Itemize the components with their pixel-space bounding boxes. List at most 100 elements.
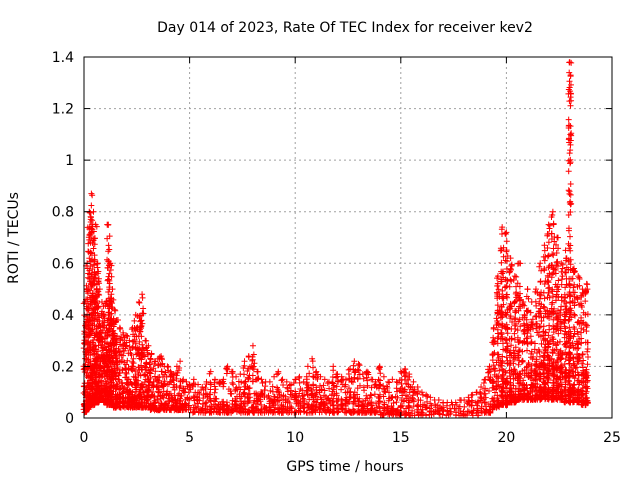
data-point — [521, 386, 528, 393]
data-point — [89, 239, 96, 246]
data-point — [146, 361, 153, 368]
data-point — [290, 379, 297, 386]
data-point — [511, 330, 518, 337]
data-point — [521, 330, 528, 337]
data-point — [95, 291, 102, 298]
data-point — [84, 369, 91, 376]
data-point — [194, 400, 201, 407]
data-point — [499, 224, 506, 231]
data-point — [104, 235, 111, 242]
data-point — [349, 379, 356, 386]
data-point — [176, 365, 183, 372]
data-point — [176, 384, 183, 391]
data-point — [494, 273, 501, 280]
data-point — [259, 379, 266, 386]
data-point — [196, 397, 203, 404]
data-point — [351, 358, 358, 365]
data-point — [232, 397, 239, 404]
data-point — [242, 406, 249, 413]
data-point — [309, 390, 316, 397]
x-tick-label: 5 — [185, 430, 194, 446]
data-point — [474, 412, 481, 419]
data-point — [503, 354, 510, 361]
data-point — [330, 384, 337, 391]
data-point — [310, 381, 317, 388]
data-point — [241, 371, 248, 378]
y-tick-label: 1.2 — [52, 102, 74, 118]
data-point — [324, 380, 331, 387]
data-point — [295, 397, 302, 404]
data-point — [375, 395, 382, 402]
data-point — [506, 352, 513, 359]
data-point — [499, 358, 506, 365]
data-point — [135, 401, 142, 408]
data-point — [532, 286, 539, 293]
data-point — [190, 404, 197, 411]
data-point — [335, 408, 342, 415]
data-point — [244, 367, 251, 374]
data-point — [515, 307, 522, 314]
data-point — [516, 260, 523, 267]
data-point — [90, 228, 97, 235]
data-point — [263, 405, 270, 412]
data-point — [510, 347, 517, 354]
data-point — [200, 395, 207, 402]
data-point — [105, 248, 112, 255]
data-point — [214, 409, 221, 416]
data-point — [506, 373, 513, 380]
data-point — [506, 336, 513, 343]
data-point — [499, 371, 506, 378]
data-point — [502, 230, 509, 237]
data-point — [351, 369, 358, 376]
data-point — [520, 377, 527, 384]
data-point — [583, 280, 590, 287]
data-point — [109, 300, 116, 307]
data-point — [333, 390, 340, 397]
data-point — [507, 302, 514, 309]
data-point — [287, 381, 294, 388]
data-point — [498, 268, 505, 275]
data-point — [166, 398, 173, 405]
data-point — [346, 375, 353, 382]
data-point — [439, 411, 446, 418]
data-point — [93, 369, 100, 376]
data-point — [154, 396, 161, 403]
data-point — [338, 386, 345, 393]
data-point — [296, 390, 303, 397]
data-point — [565, 168, 572, 175]
data-point — [130, 355, 137, 362]
data-point — [464, 412, 471, 419]
data-point — [393, 399, 400, 406]
data-point — [490, 324, 497, 331]
data-point — [397, 403, 404, 410]
data-point — [494, 290, 501, 297]
data-point — [241, 390, 248, 397]
data-point — [354, 366, 361, 373]
data-point — [92, 221, 99, 228]
data-point — [541, 304, 548, 311]
x-tick-label: 25 — [603, 430, 621, 446]
data-point — [409, 386, 416, 393]
data-point — [383, 383, 390, 390]
data-point — [376, 381, 383, 388]
data-point — [444, 407, 451, 414]
data-point — [138, 333, 145, 340]
data-point — [438, 405, 445, 412]
data-point — [120, 352, 127, 359]
data-point — [345, 407, 352, 414]
data-point — [194, 389, 201, 396]
data-point — [354, 375, 361, 382]
data-point — [410, 398, 417, 405]
y-tick-label: 1 — [65, 153, 74, 169]
data-point — [190, 376, 197, 383]
data-point — [495, 381, 502, 388]
data-point — [537, 260, 544, 267]
data-point — [119, 337, 126, 344]
data-point — [157, 361, 164, 368]
data-point — [321, 401, 328, 408]
data-point — [489, 376, 496, 383]
data-point — [280, 382, 287, 389]
data-point — [364, 382, 371, 389]
data-point — [97, 363, 104, 370]
data-point — [502, 284, 509, 291]
